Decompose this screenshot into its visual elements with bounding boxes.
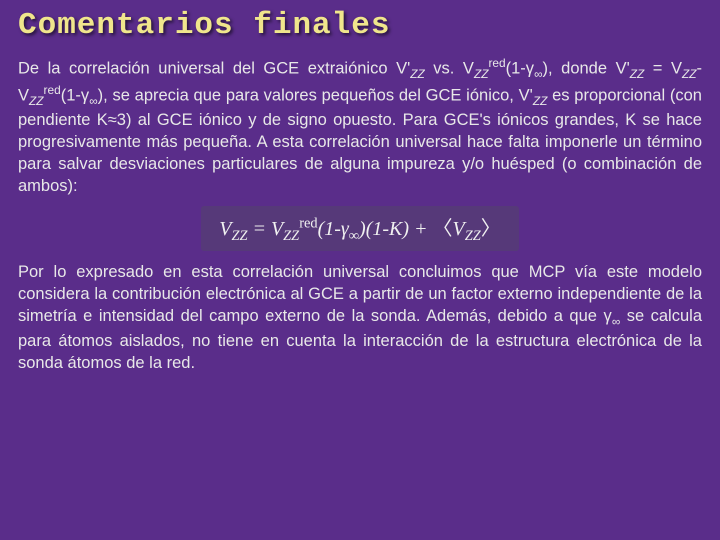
sub-inf: ∞ [534,67,542,81]
paragraph-2: Por lo expresado en esta correlación uni… [18,261,702,374]
equation-box: VZZ = VZZred(1-γ∞)(1-K) + 〈VZZ〉 [201,206,519,251]
sub-zz: ZZ [283,228,299,244]
p1-text-a: De la correlación universal del GCE extr… [18,60,410,78]
eq-g: V [453,218,465,240]
sub-zz: ZZ [231,228,247,244]
paragraph-1: De la correlación universal del GCE extr… [18,55,702,198]
slide-title: Comentarios finales [18,8,702,43]
p1-text-e: = V [644,60,682,78]
p1-text-g: (1-γ [61,86,89,104]
eq-c: (1- [318,218,341,240]
sup-red: red [299,215,317,231]
sub-inf: ∞ [349,228,359,244]
p1-text-b: vs. V [425,60,474,78]
sub-zz: ZZ [682,67,697,81]
p2-text-a: Por lo expresado en esta correlación uni… [18,263,702,326]
sub-zz: ZZ [474,67,489,81]
slide-container: Comentarios finales De la correlación un… [0,0,720,540]
p1-text-d: ), donde V' [543,60,630,78]
eq-b: = V [247,218,283,240]
sub-inf: ∞ [89,94,97,108]
sub-zz: ZZ [29,94,44,108]
eq-a: V [219,218,231,240]
eq-rangle: 〉 [481,218,501,240]
sub-zz: ZZ [465,228,481,244]
eq-e: )(1-K) + [359,218,432,240]
sub-inf: ∞ [612,315,620,329]
p1-text-h: ), se aprecia que para valores pequeños … [98,86,533,104]
eq-langle: 〈 [433,218,453,240]
eq-gamma: γ [341,218,349,240]
sub-zz: ZZ [410,67,425,81]
sub-zz: ZZ [630,67,645,81]
sup-red: red [488,56,505,70]
sup-red: red [44,83,61,97]
sub-zz: ZZ [533,94,548,108]
p1-text-c: (1-γ [506,60,534,78]
equation: VZZ = VZZred(1-γ∞)(1-K) + 〈VZZ〉 [219,218,501,240]
